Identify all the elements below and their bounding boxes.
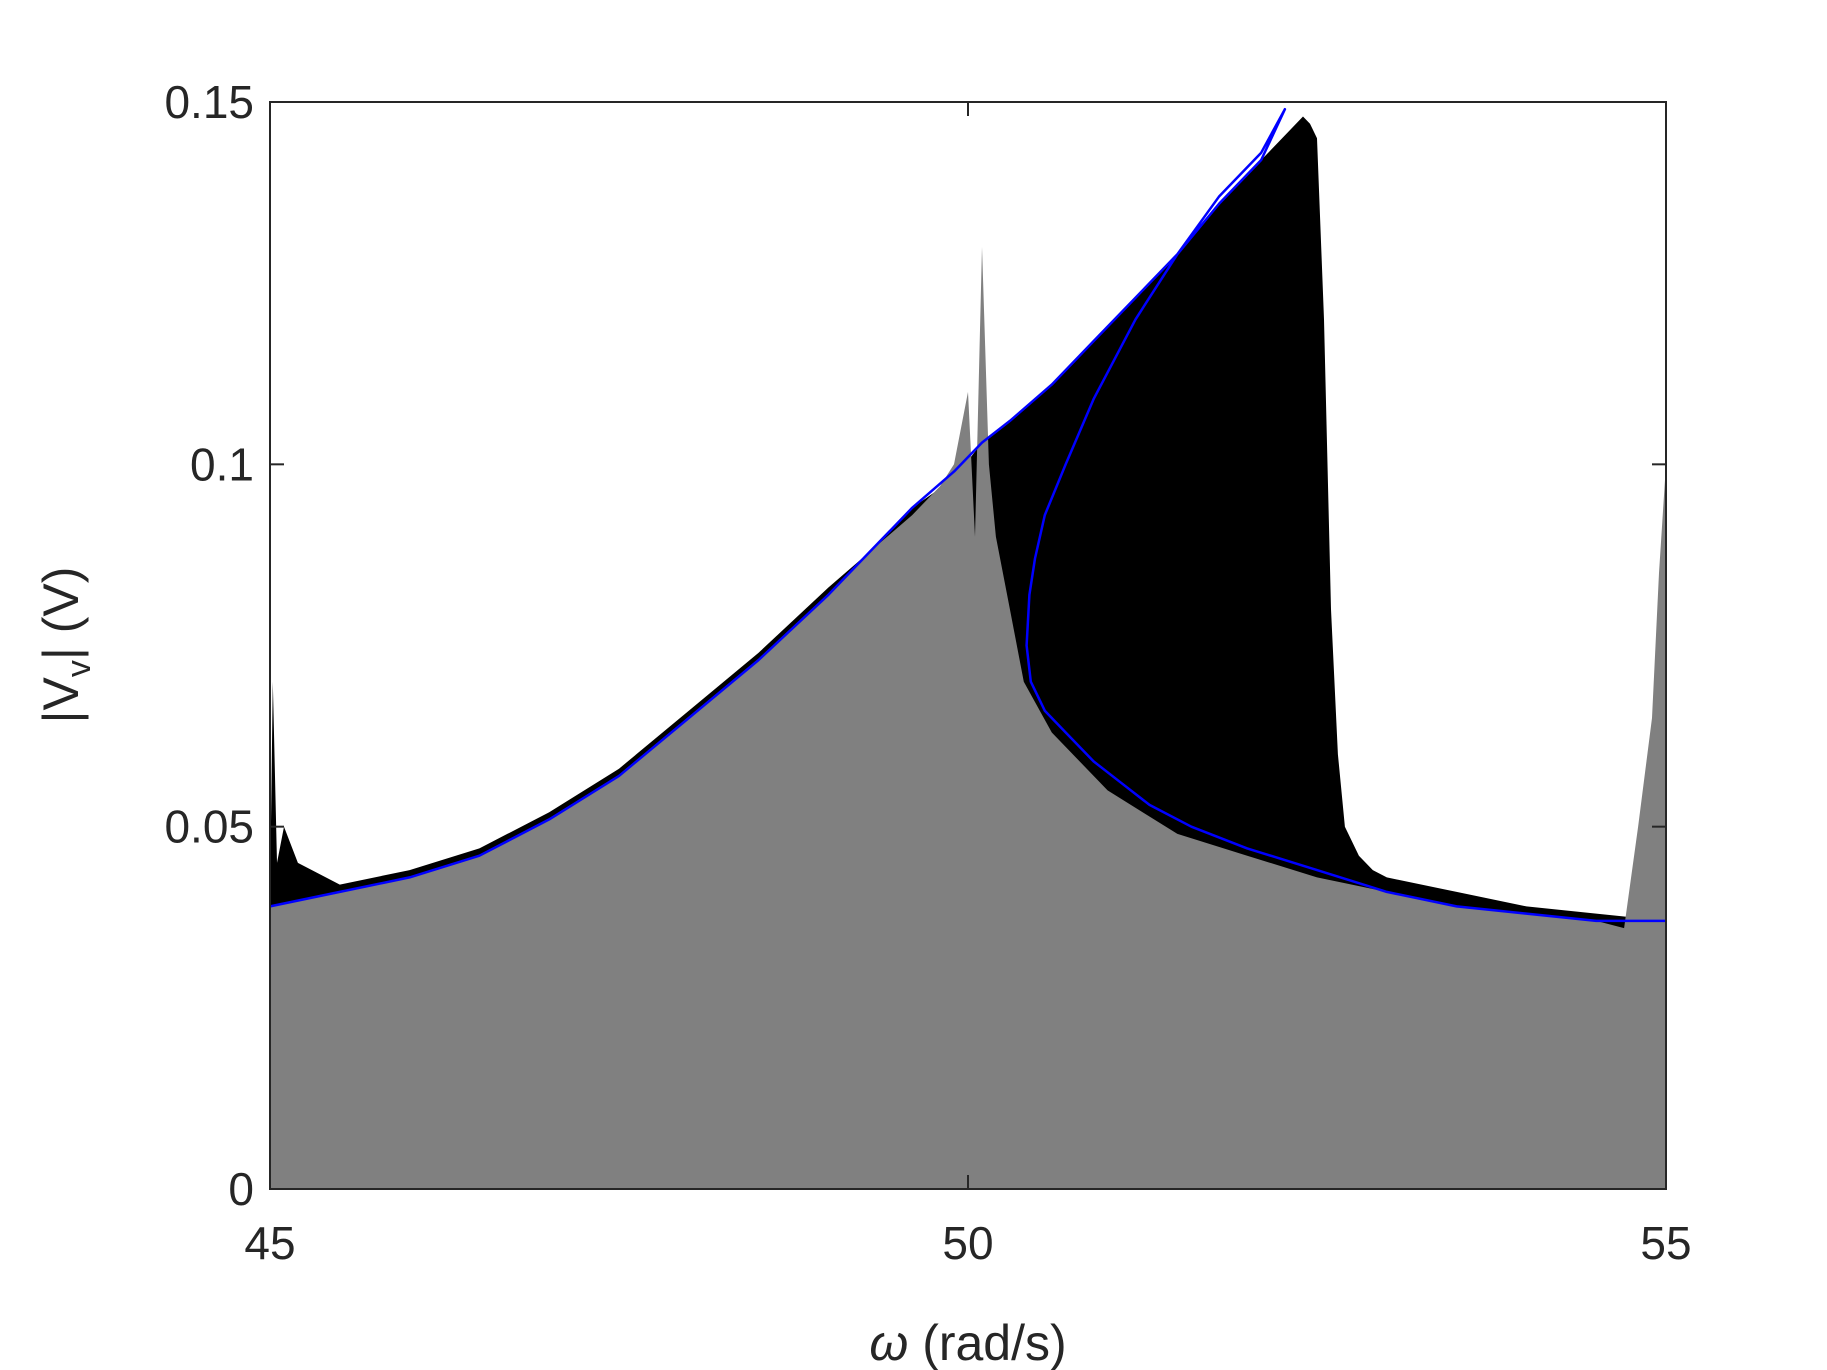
y-tick-label-0: 0 — [228, 1163, 254, 1215]
x-axis-unit: (rad/s) — [908, 1315, 1066, 1370]
y-axis-suffix: | (V) — [33, 567, 89, 661]
series-layer — [269, 107, 1666, 1189]
y-axis-subscript: v — [60, 660, 98, 677]
x-axis-symbol: ω — [869, 1315, 908, 1370]
x-tick-label-2: 55 — [1640, 1217, 1691, 1269]
y-axis-prefix: |V — [33, 676, 89, 723]
series-line-3 — [269, 107, 1666, 923]
y-tick-label-2: 0.1 — [190, 438, 254, 490]
tick-layer: 45 50 55 0 0.05 0.1 0.15 — [164, 76, 1691, 1269]
y-axis-title: |Vv| (V) — [33, 567, 98, 724]
y-tick-label-3: 0.15 — [164, 76, 254, 128]
x-axis-title: ω (rad/s) — [869, 1315, 1066, 1370]
x-tick-label-0: 45 — [244, 1217, 295, 1269]
series-area-2 — [270, 246, 1666, 1189]
x-tick-label-1: 50 — [942, 1217, 993, 1269]
y-tick-label-1: 0.05 — [164, 801, 254, 853]
